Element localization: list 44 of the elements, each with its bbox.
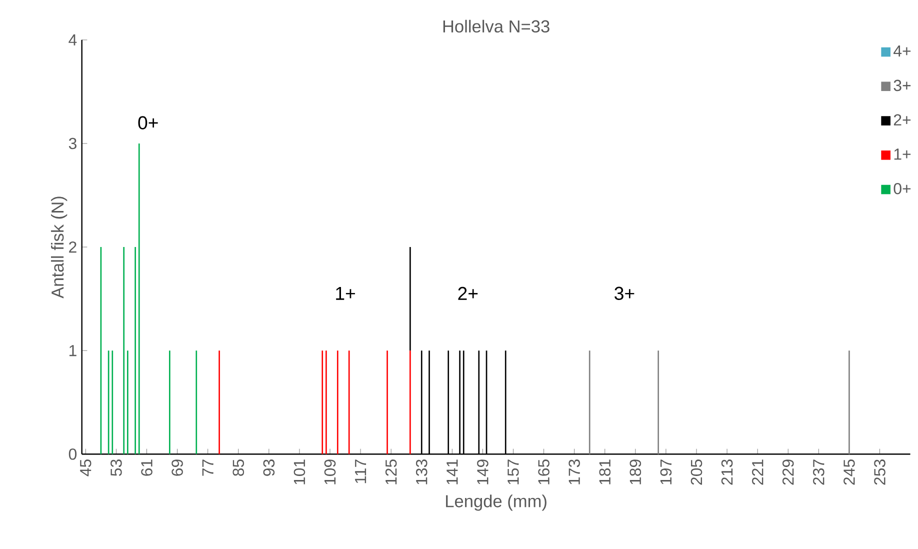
x-tick-label: 229 — [782, 460, 794, 485]
x-tick-label: 93 — [263, 460, 275, 476]
y-tick-label: 3 — [68, 138, 76, 150]
x-tick-label: 133 — [416, 460, 428, 484]
legend-label: 1+ — [894, 148, 911, 160]
x-tick-label: 101 — [294, 460, 306, 484]
y-tick-label: 1 — [69, 345, 76, 356]
x-tick-label: 253 — [874, 460, 886, 485]
y-tick-label: 2 — [69, 241, 76, 253]
x-tick-label: 189 — [630, 460, 642, 484]
x-tick-label: 109 — [324, 460, 336, 484]
x-tick-label: 149 — [477, 460, 488, 484]
x-tick-label: 157 — [508, 460, 519, 484]
legend-label: 2+ — [894, 114, 911, 126]
x-tick-label: 197 — [660, 460, 672, 484]
x-tick-label: 237 — [813, 460, 824, 485]
annotation: 2+ — [458, 286, 478, 300]
legend-label: 3+ — [894, 80, 911, 92]
x-tick-label: 85 — [232, 460, 244, 476]
x-tick-label: 181 — [599, 460, 611, 484]
x-tick-label: 61 — [141, 460, 152, 476]
y-axis-title: Antall fisk (N) — [50, 196, 68, 298]
x-tick-label: 45 — [80, 460, 92, 476]
chart-title: Hollelva N=33 — [443, 20, 550, 33]
x-tick-label: 117 — [355, 460, 366, 484]
x-tick-label: 77 — [202, 460, 214, 476]
x-tick-label: 165 — [538, 460, 550, 484]
annotation: 0+ — [138, 116, 158, 130]
legend-label: 4+ — [894, 46, 911, 57]
y-tick-label: 0 — [68, 448, 77, 460]
x-axis-title: Lengde (mm) — [446, 494, 546, 511]
x-tick-label: 213 — [721, 460, 733, 485]
x-tick-label: 53 — [110, 460, 122, 476]
x-tick-label: 69 — [172, 460, 183, 476]
legend-label: 0+ — [894, 182, 911, 194]
x-tick-label: 205 — [690, 460, 702, 485]
x-tick-label: 141 — [446, 460, 458, 484]
y-tick-label: 4 — [68, 34, 77, 46]
x-tick-label: 245 — [844, 460, 855, 485]
x-tick-label: 125 — [385, 460, 397, 484]
x-tick-label: 221 — [752, 460, 764, 485]
annotation: 3+ — [614, 286, 634, 300]
x-tick-label: 173 — [568, 460, 580, 484]
annotation: 1+ — [336, 287, 355, 300]
